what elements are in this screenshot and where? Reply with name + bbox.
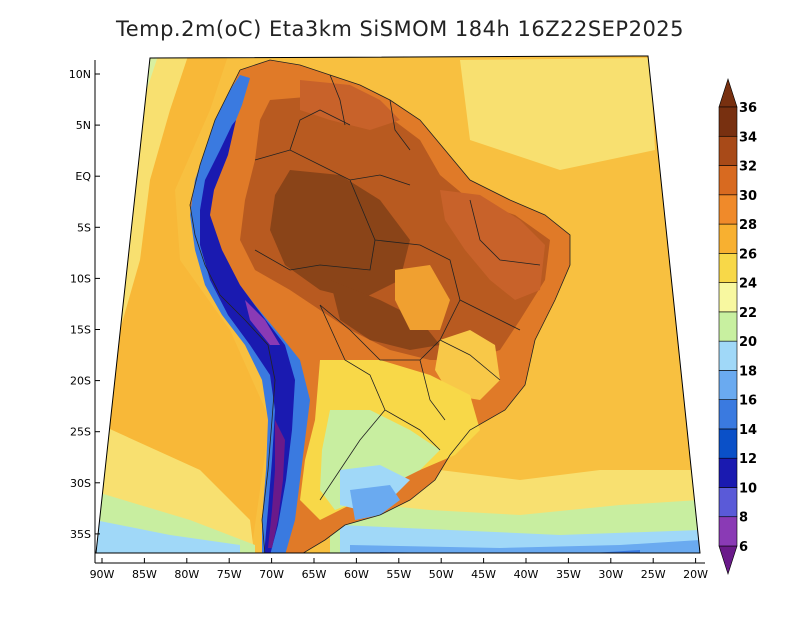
latitude-axis: 10N 5N EQ 5S 10S 15S 20S 25S 30S 35S (69, 60, 100, 563)
latitude-label: 35S (70, 528, 91, 541)
longitude-label: 85W (132, 568, 157, 581)
longitude-label: 35W (556, 568, 581, 581)
colorbar-segment (718, 370, 738, 400)
colorbar-label: 20 (739, 335, 757, 350)
longitude-label: 90W (90, 568, 115, 581)
longitude-label: 60W (344, 568, 369, 581)
longitude-label: 80W (174, 568, 199, 581)
latitude-label: 15S (70, 324, 91, 337)
colorbar-label: 18 (739, 364, 757, 379)
colorbar-label: 26 (739, 247, 757, 262)
colorbar-label: 16 (739, 394, 757, 409)
longitude-label: 25W (641, 568, 666, 581)
colorbar-segment (718, 516, 738, 547)
colorbar-segment (718, 487, 738, 518)
longitude-label: 55W (386, 568, 411, 581)
longitude-label: 65W (302, 568, 327, 581)
colorbar-label: 24 (739, 277, 757, 292)
colorbar-label: 12 (739, 452, 757, 467)
map-frame (95, 55, 701, 554)
longitude-label: 30W (598, 568, 623, 581)
colorbar-segment (718, 457, 738, 488)
map-title: Temp.2m(oC) Eta3km SiSMOM 184h 16Z22SEP2… (115, 17, 685, 41)
colorbar-label: 34 (739, 130, 757, 145)
colorbar-min-arrow (718, 545, 738, 575)
colorbar-label: 32 (739, 160, 757, 175)
colorbar-segment (718, 282, 738, 313)
colorbar-segment (718, 428, 738, 459)
latitude-label: EQ (75, 170, 91, 183)
colorbar-segment (718, 253, 738, 283)
colorbar-label: 22 (739, 306, 757, 321)
longitude-label: 70W (259, 568, 284, 581)
colorbar-segment (718, 340, 738, 371)
colorbar-label: 30 (739, 189, 757, 204)
longitude-axis: 90W 85W 80W 75W 70W 65W 60W 55W 50W 45W 40W 35W 30W 2… (90, 558, 708, 581)
colorbar-segment (718, 223, 738, 254)
colorbar-segment (718, 399, 738, 430)
colorbar-segment (718, 106, 738, 137)
colorbar-label: 6 (739, 540, 748, 555)
latitude-label: 30S (70, 477, 91, 490)
colorbar-label: 14 (739, 423, 757, 438)
colorbar-max-arrow (718, 78, 738, 108)
colorbar: 6 8 10 12 14 16 18 20 22 24 26 28 30 32 34 36 (718, 78, 757, 575)
longitude-label: 40W (514, 568, 539, 581)
colorbar-segment (718, 135, 738, 166)
latitude-label: 25S (70, 426, 91, 439)
colorbar-segment (718, 194, 738, 225)
longitude-label: 75W (217, 568, 242, 581)
longitude-label: 20W (683, 568, 708, 581)
longitude-label: 45W (471, 568, 496, 581)
colorbar-label: 36 (739, 101, 757, 116)
latitude-label: 10S (70, 272, 91, 285)
colorbar-label: 8 (739, 511, 748, 526)
latitude-label: 5N (76, 119, 91, 132)
colorbar-segment (718, 311, 738, 342)
longitude-label: 50W (429, 568, 454, 581)
latitude-label: 10N (69, 68, 91, 81)
colorbar-label: 28 (739, 218, 757, 233)
latitude-label: 5S (77, 221, 91, 234)
colorbar-label: 10 (739, 481, 757, 496)
map-field (96, 56, 700, 553)
latitude-label: 20S (70, 375, 91, 388)
colorbar-segment (718, 165, 738, 196)
